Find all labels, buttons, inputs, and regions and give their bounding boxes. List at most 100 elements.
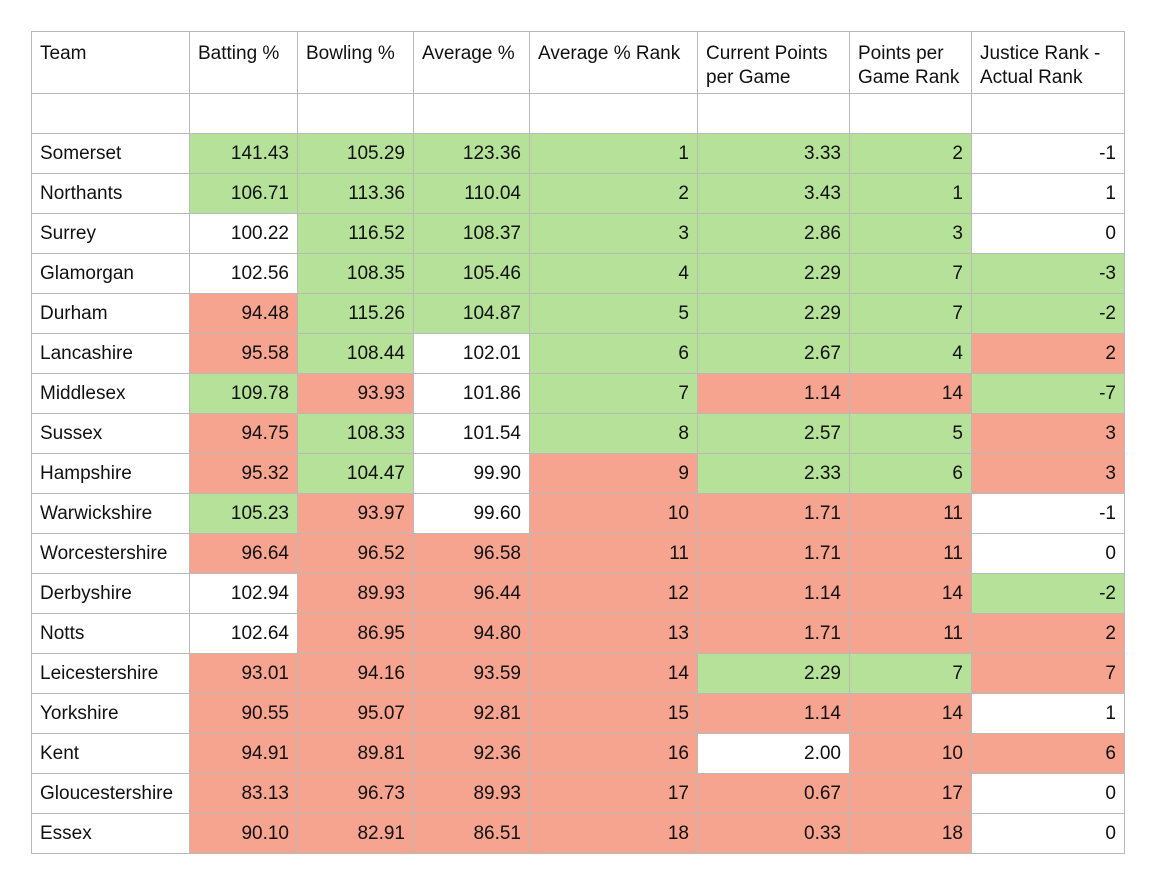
points-per-game-cell: 1.71 [697,613,850,654]
table-row: Glamorgan 102.56 108.35 105.46 4 2.29 7 -3 [31,253,1125,294]
batting-cell: 94.91 [189,733,298,774]
average-rank-cell: 12 [529,573,698,614]
justice-rank-cell: 0 [971,813,1125,854]
average-rank-cell: 8 [529,413,698,454]
table-row: Essex 90.10 82.91 86.51 18 0.33 18 0 [31,813,1125,854]
average-rank-cell: 18 [529,813,698,854]
batting-cell: 102.94 [189,573,298,614]
points-rank-cell: 4 [849,333,972,374]
average-cell: 101.86 [413,373,530,414]
table-row: Derbyshire 102.94 89.93 96.44 12 1.14 14 -2 [31,573,1125,614]
team-cell: Northants [31,173,190,214]
blank-cell [189,93,298,134]
justice-rank-cell: -3 [971,253,1125,294]
average-cell: 102.01 [413,333,530,374]
points-rank-cell: 5 [849,413,972,454]
average-cell: 94.80 [413,613,530,654]
points-per-game-cell: 1.71 [697,533,850,574]
justice-rank-cell: -1 [971,133,1125,174]
justice-rank-cell: 2 [971,613,1125,654]
blank-cell [297,93,414,134]
bowling-cell: 108.33 [297,413,414,454]
average-rank-cell: 15 [529,693,698,734]
table-row: Leicestershire 93.01 94.16 93.59 14 2.29 7 7 [31,653,1125,694]
batting-cell: 102.64 [189,613,298,654]
points-per-game-cell: 2.00 [697,733,850,774]
batting-cell: 95.32 [189,453,298,494]
justice-rank-cell: 7 [971,653,1125,694]
points-per-game-cell: 2.57 [697,413,850,454]
points-per-game-cell: 3.33 [697,133,850,174]
bowling-cell: 93.93 [297,373,414,414]
batting-cell: 96.64 [189,533,298,574]
blank-cell [413,93,530,134]
bowling-cell: 115.26 [297,293,414,334]
bowling-cell: 95.07 [297,693,414,734]
average-cell: 99.90 [413,453,530,494]
batting-cell: 90.10 [189,813,298,854]
team-cell: Lancashire [31,333,190,374]
table-row: Northants 106.71 113.36 110.04 2 3.43 1 1 [31,173,1125,214]
bowling-cell: 96.52 [297,533,414,574]
justice-rank-cell: 2 [971,333,1125,374]
batting-cell: 94.48 [189,293,298,334]
bowling-cell: 116.52 [297,213,414,254]
batting-cell: 141.43 [189,133,298,174]
batting-cell: 93.01 [189,653,298,694]
team-cell: Gloucestershire [31,773,190,814]
justice-rank-cell: 3 [971,453,1125,494]
average-rank-cell: 17 [529,773,698,814]
points-rank-cell: 17 [849,773,972,814]
table-row: Middlesex 109.78 93.93 101.86 7 1.14 14 -7 [31,373,1125,414]
average-rank-cell: 14 [529,653,698,694]
bowling-cell: 89.93 [297,573,414,614]
average-cell: 101.54 [413,413,530,454]
team-cell: Kent [31,733,190,774]
bowling-cell: 113.36 [297,173,414,214]
bowling-cell: 89.81 [297,733,414,774]
points-per-game-cell: 0.67 [697,773,850,814]
points-per-game-cell: 2.29 [697,293,850,334]
team-cell: Worcestershire [31,533,190,574]
average-cell: 104.87 [413,293,530,334]
table-row: Yorkshire 90.55 95.07 92.81 15 1.14 14 1 [31,693,1125,734]
batting-cell: 100.22 [189,213,298,254]
points-per-game-cell: 2.33 [697,453,850,494]
batting-cell: 109.78 [189,373,298,414]
table-row: Hampshire 95.32 104.47 99.90 9 2.33 6 3 [31,453,1125,494]
points-rank-cell: 7 [849,293,972,334]
table-row: Notts 102.64 86.95 94.80 13 1.71 11 2 [31,613,1125,654]
points-rank-cell: 2 [849,133,972,174]
average-rank-cell: 16 [529,733,698,774]
bowling-cell: 105.29 [297,133,414,174]
bowling-cell: 108.44 [297,333,414,374]
table-row: Durham 94.48 115.26 104.87 5 2.29 7 -2 [31,293,1125,334]
team-cell: Hampshire [31,453,190,494]
justice-rank-cell: 6 [971,733,1125,774]
average-cell: 92.36 [413,733,530,774]
points-rank-cell: 14 [849,573,972,614]
table-row: Warwickshire 105.23 93.97 99.60 10 1.71 11 -1 [31,493,1125,534]
table-row: Somerset 141.43 105.29 123.36 1 3.33 2 -1 [31,133,1125,174]
justice-rank-cell: 0 [971,773,1125,814]
bowling-cell: 82.91 [297,813,414,854]
points-rank-cell: 11 [849,533,972,574]
average-rank-cell: 10 [529,493,698,534]
team-cell: Surrey [31,213,190,254]
header-row: Team Batting % Bowling % Average % Avera… [31,31,1125,94]
bowling-cell: 96.73 [297,773,414,814]
average-rank-cell: 3 [529,213,698,254]
points-per-game-cell: 2.29 [697,253,850,294]
batting-cell: 105.23 [189,493,298,534]
bowling-cell: 93.97 [297,493,414,534]
average-rank-cell: 7 [529,373,698,414]
points-per-game-cell: 1.14 [697,373,850,414]
justice-rank-cell: 0 [971,533,1125,574]
points-per-game-cell: 0.33 [697,813,850,854]
average-rank-cell: 9 [529,453,698,494]
bowling-cell: 104.47 [297,453,414,494]
justice-rank-cell: -2 [971,293,1125,334]
average-rank-cell: 13 [529,613,698,654]
blank-cell [529,93,698,134]
table-row: Sussex 94.75 108.33 101.54 8 2.57 5 3 [31,413,1125,454]
